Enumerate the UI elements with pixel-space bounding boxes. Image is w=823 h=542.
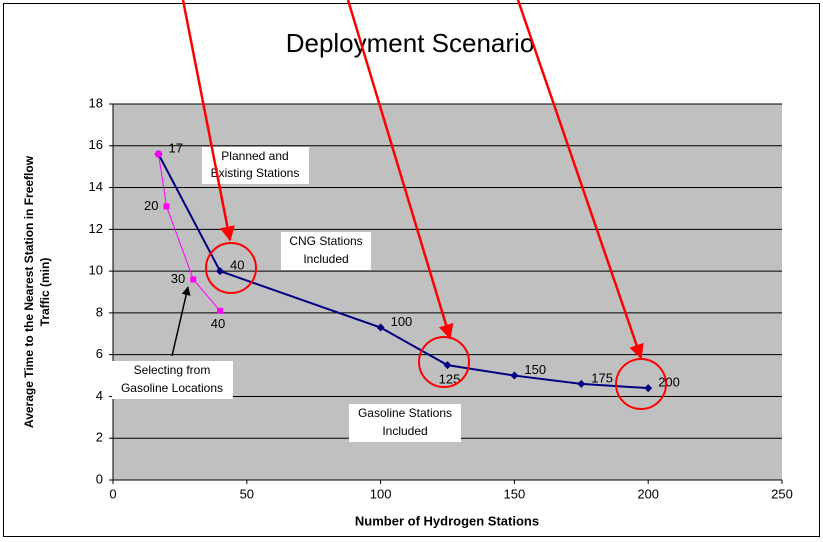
arrow xyxy=(516,0,644,360)
annotation-box xyxy=(281,232,371,270)
data-label: 150 xyxy=(524,362,546,377)
y-tick-label: 6 xyxy=(96,346,103,361)
annotation: Included xyxy=(382,424,427,438)
point xyxy=(155,151,162,158)
x-tick-label: 100 xyxy=(370,486,392,501)
x-tick-label: 150 xyxy=(504,486,526,501)
data-label: 20 xyxy=(144,198,158,213)
point xyxy=(644,384,653,393)
y-axis-label-line: Average Time to the Nearest Station in F… xyxy=(22,155,36,428)
y-tick-label: 14 xyxy=(89,179,103,194)
point xyxy=(443,361,452,370)
y-tick-label: 12 xyxy=(89,221,103,236)
data-label: 200 xyxy=(658,375,680,390)
point xyxy=(216,267,225,276)
arrow xyxy=(346,0,454,340)
data-label: 30 xyxy=(171,271,185,286)
annotation: Planned and xyxy=(221,149,288,163)
y-tick-label: 16 xyxy=(89,137,103,152)
y-tick-label: 4 xyxy=(96,388,103,403)
x-tick-label: 50 xyxy=(240,486,254,501)
x-tick-label: 0 xyxy=(109,486,116,501)
y-tick-label: 0 xyxy=(96,471,103,486)
arrow xyxy=(171,286,191,357)
y-axis-label: Average Time to the Nearest Station in F… xyxy=(22,155,52,428)
data-label: 17 xyxy=(168,141,182,156)
annotation: Selecting from xyxy=(134,363,211,377)
x-tick-label: 200 xyxy=(637,486,659,501)
point xyxy=(376,323,385,332)
y-axis-label-line: Traffic (min) xyxy=(38,258,52,327)
arrow xyxy=(181,0,235,242)
y-tick-label: 10 xyxy=(89,263,103,278)
point xyxy=(190,276,197,283)
point xyxy=(577,379,586,388)
annotation: Gasoline Locations xyxy=(121,381,223,395)
data-label: 40 xyxy=(211,316,225,331)
annotation-box xyxy=(202,147,309,184)
annotation: CNG Stations xyxy=(289,234,362,248)
point xyxy=(163,203,170,210)
annotation: Gasoline Stations xyxy=(358,406,452,420)
y-tick-label: 8 xyxy=(96,304,103,319)
data-label: 40 xyxy=(230,258,244,273)
data-label: 175 xyxy=(591,370,613,385)
data-label: 100 xyxy=(391,314,413,329)
chart-title: Deployment Scenario xyxy=(286,28,535,58)
point xyxy=(217,307,224,314)
x-tick-label: 250 xyxy=(771,486,793,501)
x-axis-label: Number of Hydrogen Stations xyxy=(355,513,539,528)
annotation-box xyxy=(112,361,233,399)
series-line xyxy=(157,154,221,312)
y-tick-label: 18 xyxy=(89,95,103,110)
y-tick-label: 2 xyxy=(96,430,103,445)
annotation-box xyxy=(349,404,461,442)
point xyxy=(510,371,519,380)
data-label: 125 xyxy=(439,372,461,387)
annotation: Existing Stations xyxy=(211,166,300,180)
annotation: Included xyxy=(303,252,348,266)
highlight-circle xyxy=(205,242,257,294)
